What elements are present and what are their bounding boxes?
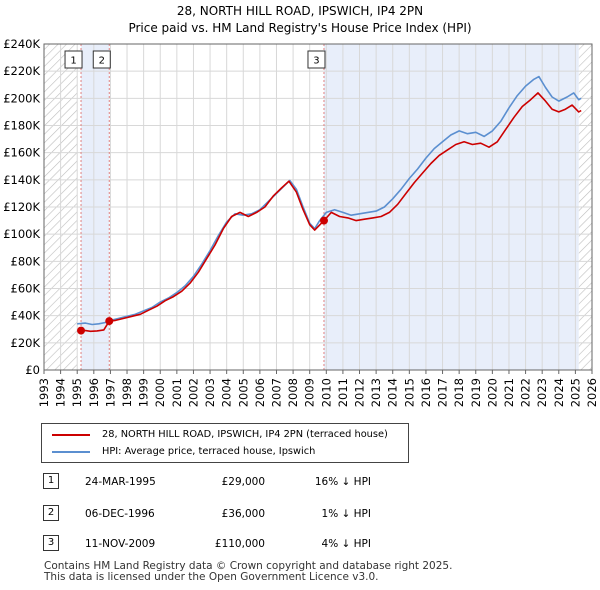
x-tick-label: 2013 — [369, 378, 383, 407]
sale-marker-label: 2 — [99, 56, 105, 67]
transaction-number: 1 — [43, 473, 59, 489]
transaction-number: 3 — [43, 535, 59, 551]
plot-frame — [43, 43, 593, 371]
transaction-price: £110,000 — [214, 538, 265, 550]
legend-label-price-paid: 28, NORTH HILL ROAD, IPSWICH, IP4 2PN (t… — [102, 429, 388, 440]
y-tick-label: £140K — [3, 173, 40, 187]
transaction-price: £29,000 — [221, 476, 265, 488]
x-tick-label: 2001 — [170, 378, 184, 407]
x-tick-label: 2009 — [303, 378, 317, 407]
y-tick-label: £100K — [3, 227, 40, 241]
legend-swatch-hpi — [52, 451, 90, 453]
footer: Contains HM Land Registry data © Crown c… — [44, 561, 452, 583]
x-tick-label: 2016 — [419, 378, 433, 407]
y-tick-label: £220K — [3, 64, 40, 78]
y-tick-label: £120K — [3, 200, 40, 214]
x-tick-label: 2003 — [203, 378, 217, 407]
sale-marker-box — [307, 50, 326, 69]
x-tick-label: 2012 — [353, 378, 367, 407]
x-tick-label: 2014 — [386, 378, 400, 407]
legend-label-hpi: HPI: Average price, terraced house, Ipsw… — [102, 446, 316, 457]
chart-subtitle: Price paid vs. HM Land Registry's House … — [128, 21, 471, 35]
x-tick-label: 2011 — [336, 378, 350, 407]
sale-marker-label: 1 — [70, 56, 76, 67]
x-tick-label: 2015 — [402, 378, 416, 407]
x-tick-label: 1998 — [120, 378, 134, 407]
y-tick-label: £80K — [11, 254, 41, 268]
transaction-hpi: 1% ↓ HPI — [321, 508, 371, 520]
sale-marker-box — [92, 50, 111, 69]
x-tick-label: 2019 — [469, 378, 483, 407]
x-tick-label: 2026 — [585, 378, 599, 407]
x-tick-label: 2024 — [552, 378, 566, 407]
x-tick-label: 1995 — [70, 378, 84, 407]
transaction-price: £36,000 — [221, 508, 265, 520]
transaction-date: 06-DEC-1996 — [85, 508, 155, 520]
x-tick-label: 2020 — [485, 378, 499, 407]
footer-licence: This data is licensed under the Open Gov… — [44, 571, 379, 583]
x-tick-label: 2008 — [286, 378, 300, 407]
x-tick-label: 1993 — [37, 378, 51, 407]
transaction-number: 2 — [43, 505, 59, 521]
x-tick-label: 2007 — [269, 378, 283, 407]
y-tick-label: £200K — [3, 91, 40, 105]
x-tick-label: 2006 — [253, 378, 267, 407]
x-tick-label: 2002 — [186, 378, 200, 407]
transaction-date: 24-MAR-1995 — [85, 476, 156, 488]
sale-point — [105, 317, 114, 326]
y-tick-label: £20K — [11, 336, 41, 350]
x-tick-label: 2018 — [452, 378, 466, 407]
y-tick-label: £40K — [11, 309, 41, 323]
y-tick-label: £240K — [3, 37, 40, 51]
y-tick-label: £160K — [3, 146, 40, 160]
x-tick-label: 2010 — [319, 378, 333, 407]
sale-point — [319, 216, 328, 225]
chart-title: 28, NORTH HILL ROAD, IPSWICH, IP4 2PN — [177, 4, 423, 18]
hpi-line — [77, 75, 582, 326]
x-tick-label: 1996 — [87, 378, 101, 407]
x-tick-label: 2021 — [502, 378, 516, 407]
transaction-hpi: 16% ↓ HPI — [314, 476, 371, 488]
x-tick-label: 1997 — [103, 378, 117, 407]
y-tick-label: £180K — [3, 119, 40, 133]
x-tick-label: 1994 — [54, 378, 68, 407]
x-tick-label: 2022 — [519, 378, 533, 407]
transaction-date: 11-NOV-2009 — [85, 538, 156, 550]
x-tick-label: 1999 — [137, 378, 151, 407]
price-chart: 28, NORTH HILL ROAD, IPSWICH, IP4 2PN Pr… — [3, 4, 599, 407]
transaction-hpi: 4% ↓ HPI — [321, 538, 371, 550]
x-tick-label: 2023 — [535, 378, 549, 407]
sale-marker-label: 3 — [313, 56, 319, 67]
legend-swatch-price-paid — [52, 434, 90, 436]
legend: 28, NORTH HILL ROAD, IPSWICH, IP4 2PN (t… — [41, 423, 409, 463]
x-tick-label: 2004 — [220, 378, 234, 407]
price-paid-line — [81, 92, 582, 333]
sale-marker-box — [64, 50, 83, 69]
x-tick-label: 2005 — [236, 378, 250, 407]
x-tick-label: 2025 — [568, 378, 582, 407]
x-tick-label: 2000 — [153, 378, 167, 407]
sale-point — [77, 326, 86, 335]
footer-copyright: Contains HM Land Registry data © Crown c… — [44, 560, 453, 572]
x-tick-label: 2017 — [436, 378, 450, 407]
y-tick-label: £0 — [25, 363, 40, 377]
y-tick-label: £60K — [11, 282, 41, 296]
